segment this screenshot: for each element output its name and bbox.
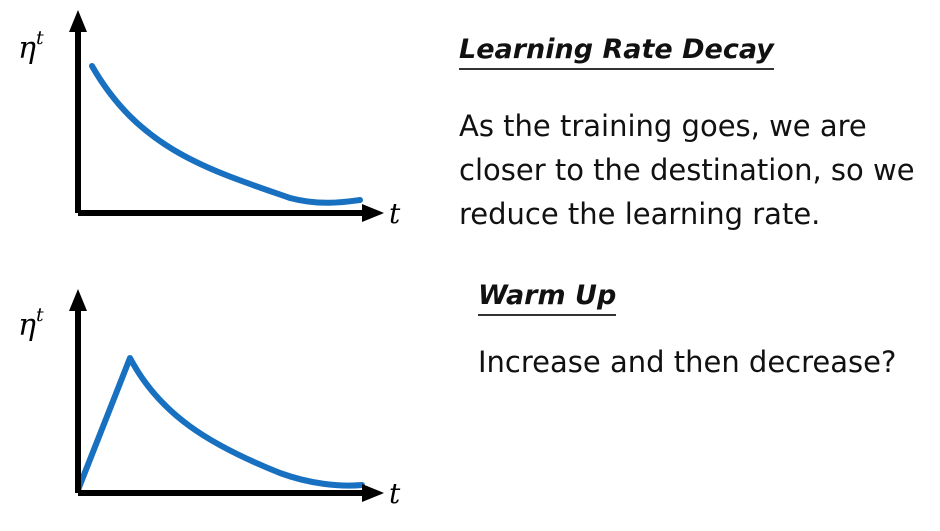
x-axis-label: t <box>389 197 401 230</box>
decay-description: As the training goes, we are closer to t… <box>459 104 915 236</box>
y-axis-label: ηt <box>18 304 44 343</box>
y-axis-label: ηt <box>18 27 44 66</box>
warmup-description-line: Increase and then decrease? <box>478 345 897 379</box>
warmup-plot: ηt t <box>0 275 420 531</box>
y-axis-arrow-icon <box>69 289 87 311</box>
x-axis-arrow-icon <box>362 204 384 222</box>
x-axis-label: t <box>389 477 401 510</box>
warmup-title: Warm Up <box>478 280 617 316</box>
decay-plot: ηt t <box>0 0 420 260</box>
y-axis-superscript: t <box>36 304 44 326</box>
decay-plot-svg: ηt t <box>18 10 401 230</box>
decay-description-line: closer to the destination, so we <box>459 153 915 187</box>
warmup-plot-svg: ηt t <box>18 289 401 510</box>
y-axis-superscript: t <box>36 27 44 49</box>
y-axis-symbol: η <box>18 31 36 66</box>
y-axis-arrow-icon <box>69 10 87 32</box>
decay-title: Learning Rate Decay <box>459 34 774 70</box>
warmup-description: Increase and then decrease? <box>478 340 896 384</box>
decay-description-line: As the training goes, we are <box>459 109 867 143</box>
decay-curve <box>89 63 363 206</box>
y-axis-symbol: η <box>18 308 36 343</box>
warmup-curve <box>75 355 365 493</box>
decay-description-line: reduce the learning rate. <box>459 197 821 231</box>
x-axis-arrow-icon <box>362 484 384 502</box>
